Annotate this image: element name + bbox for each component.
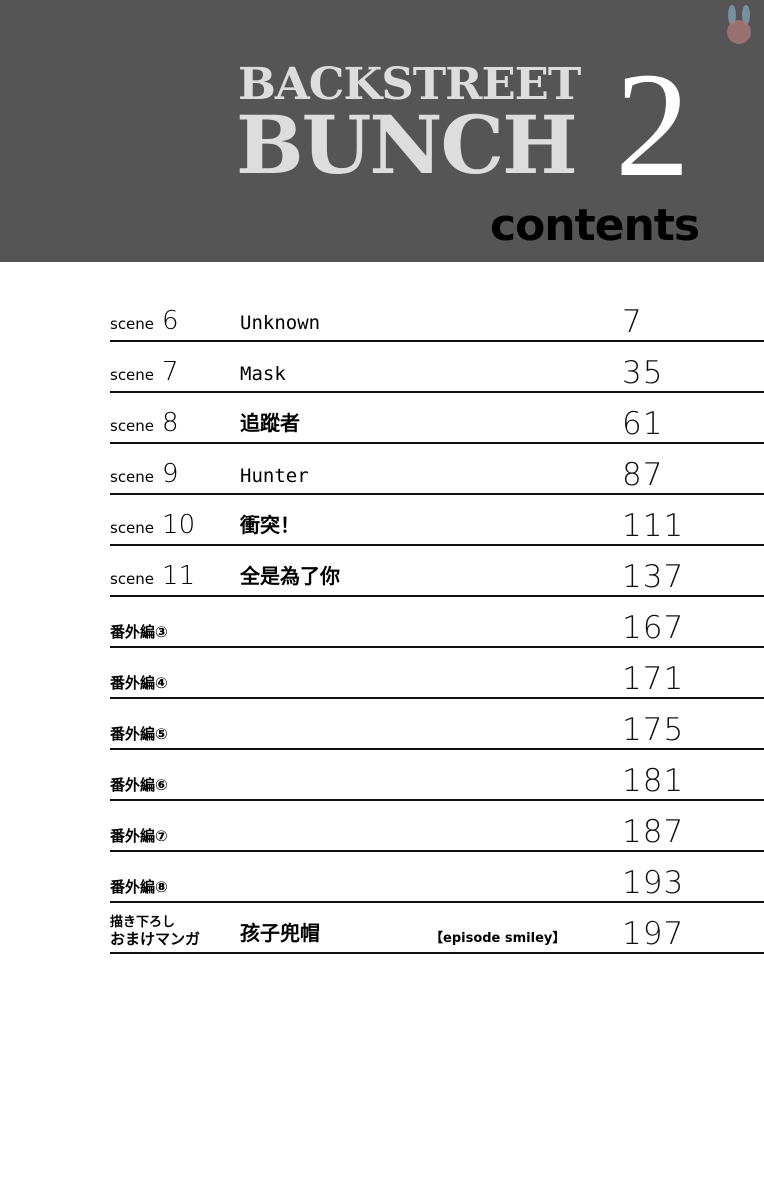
title-banner: BACKSTREET BUNCH 2 contents	[0, 0, 764, 262]
toc-row[interactable]: 番外編⑥ 181	[110, 749, 764, 801]
extra-chapter-label: 番外編⑦	[110, 827, 168, 845]
chapter-title: 全是為了你	[240, 564, 340, 588]
page-number: 137	[622, 559, 685, 595]
contents-heading: contents	[490, 200, 700, 251]
scene-number: 10	[162, 510, 196, 540]
toc-row[interactable]: scene 10 衝突！ 111	[110, 494, 764, 546]
page-number: 187	[622, 814, 685, 850]
scene-number: 8	[162, 408, 179, 438]
toc-row[interactable]: scene 9 Hunter 87	[110, 443, 764, 495]
scene-number: 7	[162, 357, 179, 387]
chapter-title: Unknown	[240, 312, 321, 334]
scene-label: scene 8	[110, 408, 179, 438]
bonus-label: 描き下ろし おまけマンガ	[110, 915, 201, 948]
chapter-title: 追蹤者	[240, 411, 300, 435]
page-number: 87	[622, 457, 664, 493]
extra-chapter-label: 番外編⑧	[110, 878, 168, 896]
bonus-episode: 【episode smiley】	[430, 931, 566, 946]
extra-chapter-label: 番外編⑥	[110, 776, 168, 794]
page-number: 35	[622, 355, 664, 391]
extra-chapter-label: 番外編③	[110, 623, 168, 641]
scene-number: 9	[162, 459, 179, 489]
toc-row[interactable]: scene 11 全是為了你 137	[110, 545, 764, 597]
extra-chapter-label: 番外編④	[110, 674, 168, 692]
scene-label: scene 7	[110, 357, 179, 387]
page-number: 167	[622, 610, 685, 646]
scene-label: scene 10	[110, 510, 196, 540]
scene-number: 11	[162, 561, 196, 591]
toc-row[interactable]: scene 7 Mask 35	[110, 341, 764, 393]
scene-label: scene 9	[110, 459, 179, 489]
page-number: 175	[622, 712, 685, 748]
scene-label: scene 11	[110, 561, 196, 591]
toc-row[interactable]: 番外編⑤ 175	[110, 698, 764, 750]
scene-label: scene 6	[110, 306, 179, 336]
volume-number: 2	[615, 42, 690, 208]
toc-row[interactable]: 番外編④ 171	[110, 647, 764, 699]
extra-chapter-label: 番外編⑤	[110, 725, 168, 743]
chapter-title: 衝突！	[240, 513, 300, 537]
toc-row[interactable]: scene 8 追蹤者 61	[110, 392, 764, 444]
title-line-2: BUNCH	[236, 98, 578, 192]
page-number: 171	[622, 661, 685, 697]
chapter-title: Hunter	[240, 465, 309, 487]
chapter-title: Mask	[240, 363, 286, 385]
page-number: 197	[622, 916, 685, 952]
toc-row[interactable]: 番外編⑦ 187	[110, 800, 764, 852]
page-number: 61	[622, 406, 664, 442]
rabbit-logo-icon	[727, 5, 751, 44]
toc-row[interactable]: 番外編③ 167	[110, 596, 764, 648]
toc-row[interactable]: scene 6 Unknown 7	[110, 290, 764, 342]
page-number: 7	[622, 304, 643, 340]
scene-number: 6	[162, 306, 179, 336]
page-number: 193	[622, 865, 685, 901]
bonus-title: 孩子兜帽	[240, 921, 320, 945]
page-number: 181	[622, 763, 685, 799]
toc-row-bonus[interactable]: 描き下ろし おまけマンガ 孩子兜帽 【episode smiley】 197	[110, 902, 764, 954]
toc-row[interactable]: 番外編⑧ 193	[110, 851, 764, 903]
page-number: 111	[622, 508, 685, 544]
title-line-1: BACKSTREET	[238, 59, 581, 110]
